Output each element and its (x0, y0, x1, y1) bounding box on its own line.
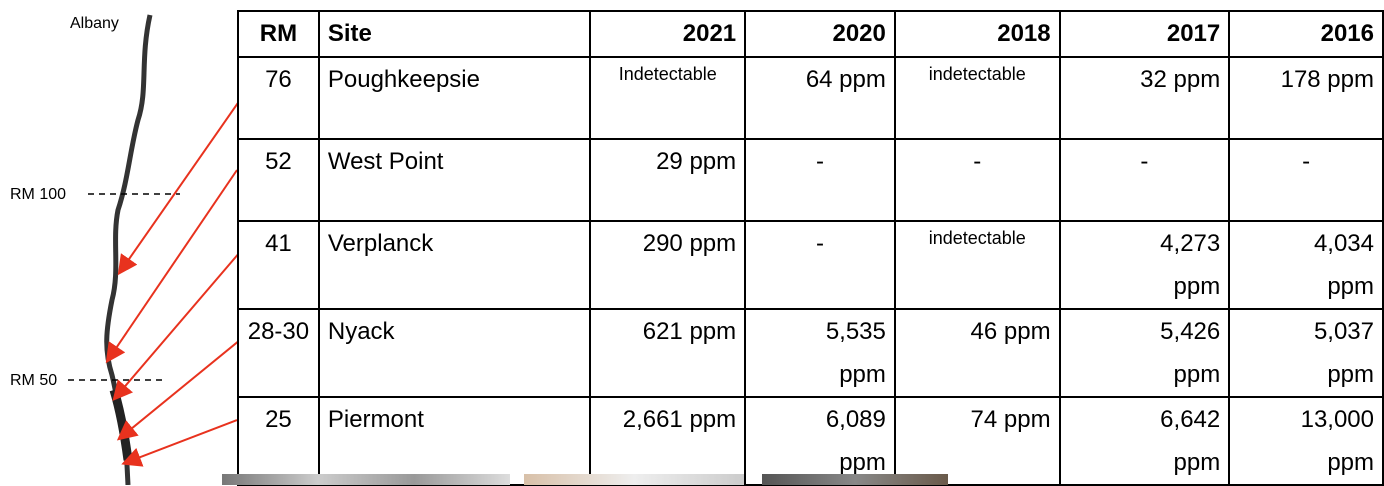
cell: 32 ppm (1060, 57, 1230, 139)
cell: 290 ppm (590, 221, 745, 309)
photo-strip (524, 474, 744, 485)
cell: indetectable (895, 57, 1060, 139)
cell: 41 (238, 221, 319, 309)
cell: 25 (238, 397, 319, 485)
cell: 76 (238, 57, 319, 139)
header-cell: Site (319, 11, 590, 57)
cell: indetectable (895, 221, 1060, 309)
river (107, 15, 150, 485)
header-cell: RM (238, 11, 319, 57)
cell: 13,000 ppm (1229, 397, 1383, 485)
cell: 74 ppm (895, 397, 1060, 485)
photo-strip (222, 474, 510, 485)
cell-text: 6,089 ppm (806, 398, 886, 484)
row: 28-30 Nyack 621 ppm 5,535 ppm 46 ppm 5,4… (238, 309, 1383, 397)
cell: 4,034 ppm (1229, 221, 1383, 309)
cell: Poughkeepsie (319, 57, 590, 139)
header-cell: 2021 (590, 11, 745, 57)
cell: 178 ppm (1229, 57, 1383, 139)
header-cell: 2018 (895, 11, 1060, 57)
river-wide (114, 390, 128, 460)
cell: Verplanck (319, 221, 590, 309)
cell: 6,089 ppm (745, 397, 895, 485)
map-label: RM 50 (10, 372, 57, 389)
arrows (108, 100, 237, 463)
cell: 4,273 ppm (1060, 221, 1230, 309)
cell: 5,037 ppm (1229, 309, 1383, 397)
cell: 29 ppm (590, 139, 745, 221)
cell-text: 5,426 ppm (1140, 310, 1220, 396)
data-table: RM Site 2021 2020 2018 2017 2016 76 Poug… (237, 10, 1384, 486)
cell: 52 (238, 139, 319, 221)
cell: 28-30 (238, 309, 319, 397)
cell: Nyack (319, 309, 590, 397)
header-cell: 2016 (1229, 11, 1383, 57)
arrow (115, 252, 237, 398)
cell: - (895, 139, 1060, 221)
river-map: Albany RM 100 RM 50 (0, 0, 237, 485)
cell: West Point (319, 139, 590, 221)
cell: 621 ppm (590, 309, 745, 397)
cell-text: 5,037 ppm (1294, 310, 1374, 396)
row: 76 Poughkeepsie Indetectable 64 ppm inde… (238, 57, 1383, 139)
header-cell: 2020 (745, 11, 895, 57)
cell: - (745, 139, 895, 221)
cell-text: 5,535 ppm (806, 310, 886, 396)
cell: 46 ppm (895, 309, 1060, 397)
header-cell: 2017 (1060, 11, 1230, 57)
row: 52 West Point 29 ppm - - - - (238, 139, 1383, 221)
row: 25 Piermont 2,661 ppm 6,089 ppm 74 ppm 6… (238, 397, 1383, 485)
cell: - (1229, 139, 1383, 221)
arrow (125, 420, 237, 463)
header-row: RM Site 2021 2020 2018 2017 2016 (238, 11, 1383, 57)
cell: 6,642 ppm (1060, 397, 1230, 485)
cell: 64 ppm (745, 57, 895, 139)
cell: Piermont (319, 397, 590, 485)
photo-strip (762, 474, 948, 485)
row: 41 Verplanck 290 ppm - indetectable 4,27… (238, 221, 1383, 309)
cell-text: 6,642 ppm (1140, 398, 1220, 484)
cell: Indetectable (590, 57, 745, 139)
page: {"map": {"labels": ["Albany", "RM 100", … (0, 0, 1384, 485)
cell-text: 4,273 ppm (1140, 222, 1220, 308)
cell: 5,426 ppm (1060, 309, 1230, 397)
map-label: RM 100 (10, 186, 66, 203)
map-label: Albany (70, 15, 119, 32)
cell: - (1060, 139, 1230, 221)
cell: 2,661 ppm (590, 397, 745, 485)
cell-text: 4,034 ppm (1294, 222, 1374, 308)
cell: 5,535 ppm (745, 309, 895, 397)
cell: - (745, 221, 895, 309)
cell-text: 13,000 ppm (1294, 398, 1374, 484)
